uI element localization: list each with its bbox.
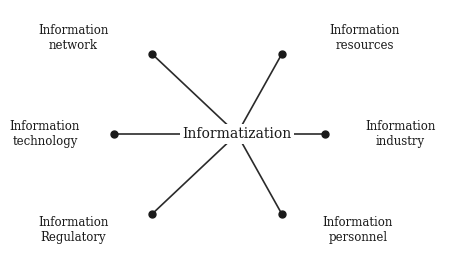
Text: Information
personnel: Information personnel <box>323 217 393 244</box>
Text: Information
Regulatory: Information Regulatory <box>38 217 109 244</box>
Text: Information
technology: Information technology <box>10 120 80 148</box>
Text: Information
resources: Information resources <box>330 24 400 51</box>
Text: Informatization: Informatization <box>182 127 292 141</box>
Text: Information
network: Information network <box>38 24 109 51</box>
Text: Information
industry: Information industry <box>365 120 436 148</box>
